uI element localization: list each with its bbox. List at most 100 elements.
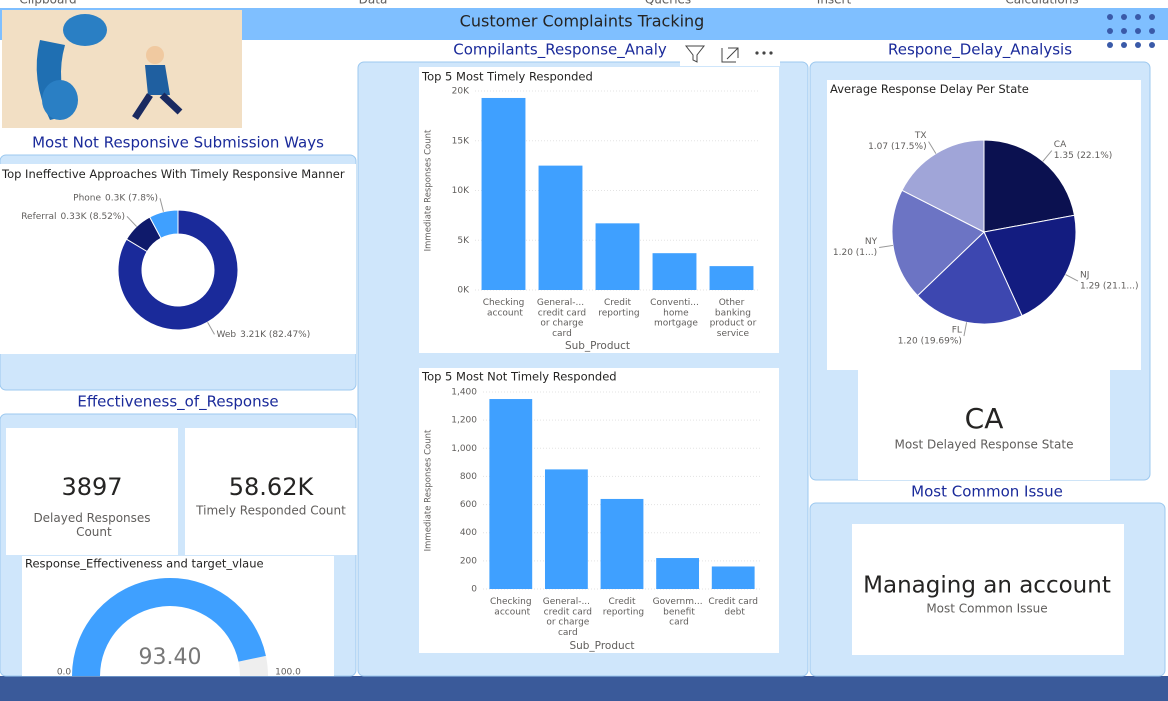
kpi-value: 3897 (61, 473, 122, 501)
y-tick-label: 400 (460, 528, 477, 538)
slice-value-label: 1.20 (1...) (833, 248, 877, 258)
dot (1135, 14, 1141, 20)
section-header: Most Not Responsive Submission Ways (32, 134, 324, 152)
chart-card (419, 67, 779, 353)
bar[interactable] (538, 165, 583, 290)
kpi-card (858, 370, 1110, 480)
chart-title: Response_Effectiveness and target_vlaue (25, 557, 264, 571)
ribbon-label: Clipboard (19, 0, 76, 7)
illustration (2, 10, 242, 128)
bar[interactable] (595, 223, 640, 290)
chart-title: Top Ineffective Approaches With Timely R… (1, 167, 345, 181)
filter-icon[interactable] (684, 45, 706, 63)
slice-value-label: 3.21K (82.47%) (240, 330, 310, 340)
slice[interactable] (891, 189, 985, 297)
slice-label: Web (216, 330, 236, 340)
page-title: Customer Complaints Tracking (460, 12, 705, 31)
bar[interactable] (652, 253, 697, 290)
bar[interactable] (544, 469, 588, 589)
y-tick-label: 0K (457, 286, 470, 296)
dot (1121, 28, 1127, 34)
x-axis-label: Sub_Product (569, 640, 634, 652)
dot (1149, 14, 1155, 20)
dot (1107, 42, 1113, 48)
x-tick-label: Checking account (490, 597, 532, 617)
bar[interactable] (600, 498, 644, 589)
kpi-value: 58.62K (229, 473, 315, 501)
slice-label: TX (914, 131, 927, 141)
dot (1149, 28, 1155, 34)
slice-label: NJ (1080, 271, 1089, 281)
bar[interactable] (709, 266, 754, 290)
kpi-label: Most Delayed Response State (895, 438, 1074, 452)
bar[interactable] (656, 558, 700, 589)
leader-line (126, 216, 137, 227)
gauge-card (22, 556, 334, 676)
x-tick-label: Credit reporting (600, 597, 644, 617)
leader-line (1065, 274, 1079, 282)
leader-line (207, 321, 215, 335)
slice-value-label: 0.3K (7.8%) (105, 194, 158, 204)
y-tick-label: 200 (460, 556, 477, 566)
ribbon-label: Queries (645, 0, 691, 7)
x-tick-label: Credit card debt (708, 597, 758, 617)
kpi-card (6, 428, 178, 555)
y-tick-label: 600 (460, 500, 477, 510)
bar[interactable] (711, 566, 755, 589)
y-tick-label: 1,400 (451, 388, 477, 398)
slice-label: FL (952, 326, 962, 336)
leader-line (928, 141, 937, 154)
section-header: Effectiveness_of_Response (77, 393, 278, 412)
slice[interactable] (901, 139, 985, 233)
slice[interactable] (149, 209, 179, 239)
kpi-value: CA (965, 402, 1004, 435)
footer-bar (0, 676, 1168, 701)
x-tick-label: Other banking product or service (707, 298, 757, 339)
ribbon-label: Data (359, 0, 388, 7)
slice[interactable] (916, 231, 1023, 325)
slice[interactable] (117, 209, 239, 331)
more-icon[interactable] (755, 51, 773, 55)
x-tick-label: Credit reporting (595, 298, 639, 318)
slice-label: NY (865, 237, 878, 247)
chart-card (419, 368, 779, 653)
dot (1107, 14, 1113, 20)
y-tick-label: 800 (460, 472, 477, 482)
slice[interactable] (983, 214, 1077, 317)
focus-icon[interactable] (721, 47, 739, 63)
slice-value-label: 1.35 (22.1%) (1054, 151, 1113, 161)
y-tick-label: 1,000 (451, 444, 477, 454)
visual-toolbar (680, 40, 780, 66)
dot (1135, 28, 1141, 34)
gauge-max: 100.0 (275, 668, 301, 678)
slice-value-label: 1.29 (21.1...) (1080, 282, 1139, 292)
chart-title: Top 5 Most Timely Responded (421, 70, 593, 84)
y-tick-label: 10K (452, 186, 470, 196)
slice[interactable] (983, 139, 1076, 233)
section-header: Most Common Issue (911, 483, 1063, 501)
kpi-label: Most Common Issue (926, 602, 1047, 616)
x-tick-label: Governm... benefit card (653, 597, 703, 628)
slice-value-label: 1.07 (17.5%) (868, 142, 927, 152)
ribbon-label: Calculations (1005, 0, 1078, 7)
y-tick-label: 20K (452, 87, 470, 97)
y-axis-label: Immediate Responses Count (424, 129, 434, 251)
section-header: Compilants_Response_Analy (453, 41, 667, 60)
kpi-label: Timely Responded Count (195, 504, 346, 518)
kpi-card (852, 524, 1124, 655)
leader-line (159, 198, 164, 212)
bar[interactable] (489, 399, 533, 589)
slice-value-label: 0.33K (8.52%) (61, 212, 125, 222)
leader-line (879, 244, 894, 248)
dot (1149, 42, 1155, 48)
decoration-dots (1107, 14, 1155, 48)
dot (1135, 42, 1141, 48)
kpi-value: Managing an account (863, 573, 1111, 599)
bar[interactable] (481, 97, 526, 290)
leader-line (1042, 150, 1053, 162)
gauge-value: 93.40 (139, 645, 202, 670)
leader-line (963, 322, 968, 337)
gauge-fill (72, 577, 266, 676)
x-axis-label: Sub_Product (565, 340, 630, 352)
